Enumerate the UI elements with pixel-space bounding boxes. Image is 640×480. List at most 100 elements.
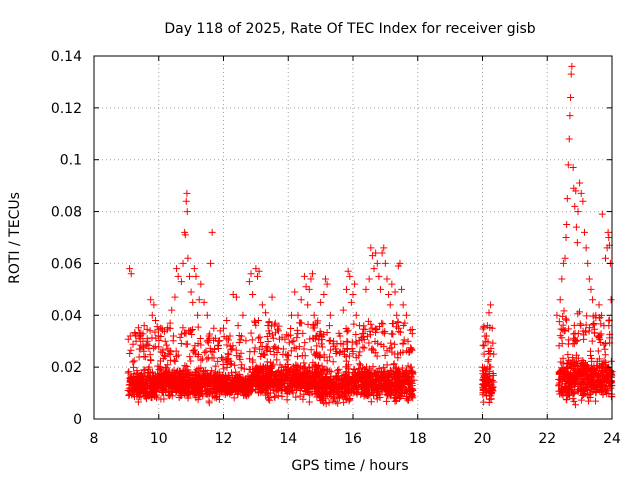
- data-point: [344, 326, 352, 334]
- data-point: [278, 392, 286, 400]
- data-point: [598, 381, 606, 389]
- data-point: [335, 365, 343, 373]
- data-point: [177, 330, 185, 338]
- data-point: [583, 368, 591, 376]
- data-point: [236, 373, 244, 381]
- data-point: [587, 285, 595, 293]
- data-point: [192, 390, 200, 398]
- data-point: [602, 254, 610, 262]
- data-point: [404, 337, 412, 345]
- data-point: [333, 385, 341, 393]
- y-tick-label: 0.14: [51, 49, 82, 65]
- data-point: [340, 398, 348, 406]
- data-point: [228, 345, 236, 353]
- data-point: [343, 285, 351, 293]
- data-point: [177, 390, 185, 398]
- data-point: [197, 356, 205, 364]
- data-point: [135, 345, 143, 353]
- data-point: [388, 330, 396, 338]
- data-point: [563, 195, 571, 203]
- data-point: [323, 280, 331, 288]
- data-point: [287, 325, 295, 333]
- data-point: [154, 332, 162, 340]
- data-point: [553, 311, 561, 319]
- data-point: [172, 347, 180, 355]
- data-point: [356, 348, 364, 356]
- data-point: [297, 369, 305, 377]
- data-point: [396, 259, 404, 267]
- data-point: [293, 365, 301, 373]
- data-point: [271, 343, 279, 351]
- data-point: [350, 365, 358, 373]
- data-point: [555, 318, 563, 326]
- data-point: [487, 363, 495, 371]
- data-point: [227, 369, 235, 377]
- data-point: [237, 336, 245, 344]
- data-point: [185, 383, 193, 391]
- data-point: [290, 344, 298, 352]
- data-point: [132, 337, 140, 345]
- data-point: [573, 336, 581, 344]
- data-point: [168, 384, 176, 392]
- data-point: [320, 386, 328, 394]
- data-point: [147, 391, 155, 399]
- data-point: [387, 339, 395, 347]
- data-point: [562, 395, 570, 403]
- data-point: [146, 351, 154, 359]
- data-point: [360, 336, 368, 344]
- data-point: [579, 197, 587, 205]
- data-point: [584, 259, 592, 267]
- data-point: [157, 383, 165, 391]
- data-point: [251, 344, 259, 352]
- data-point: [161, 337, 169, 345]
- data-point: [488, 324, 496, 332]
- data-point: [577, 369, 585, 377]
- data-point: [275, 367, 283, 375]
- data-point: [566, 112, 574, 120]
- data-point: [197, 280, 205, 288]
- data-point: [386, 366, 394, 374]
- data-point: [263, 347, 271, 355]
- data-point: [230, 382, 238, 390]
- data-point: [218, 354, 226, 362]
- data-point: [595, 355, 603, 363]
- data-point: [184, 254, 192, 262]
- data-point: [596, 336, 604, 344]
- data-point: [257, 339, 265, 347]
- data-point: [191, 378, 199, 386]
- data-point: [385, 291, 393, 299]
- data-point: [174, 351, 182, 359]
- data-point: [406, 326, 414, 334]
- data-point: [143, 337, 151, 345]
- data-point: [313, 342, 321, 350]
- data-point: [283, 382, 291, 390]
- data-point: [574, 382, 582, 390]
- data-point: [367, 398, 375, 406]
- data-point: [373, 325, 381, 333]
- data-point: [261, 351, 269, 359]
- data-point: [570, 321, 578, 329]
- data-point: [249, 382, 257, 390]
- data-point: [580, 335, 588, 343]
- data-point: [573, 239, 581, 247]
- data-point: [232, 368, 240, 376]
- data-point: [569, 354, 577, 362]
- data-point: [369, 346, 377, 354]
- data-point: [592, 311, 600, 319]
- data-point: [210, 324, 218, 332]
- data-point: [383, 397, 391, 405]
- data-point: [192, 350, 200, 358]
- data-point: [585, 375, 593, 383]
- data-point: [263, 383, 271, 391]
- data-point: [260, 351, 268, 359]
- data-point: [372, 249, 380, 257]
- data-point: [601, 340, 609, 348]
- data-point: [321, 365, 329, 373]
- data-point: [293, 334, 301, 342]
- data-point: [397, 393, 405, 401]
- data-point: [284, 374, 292, 382]
- data-point: [153, 323, 161, 331]
- data-point: [186, 353, 194, 361]
- x-tick-labels: 8 10 12 14 16 18 20 22 24: [90, 431, 621, 447]
- data-point: [558, 364, 566, 372]
